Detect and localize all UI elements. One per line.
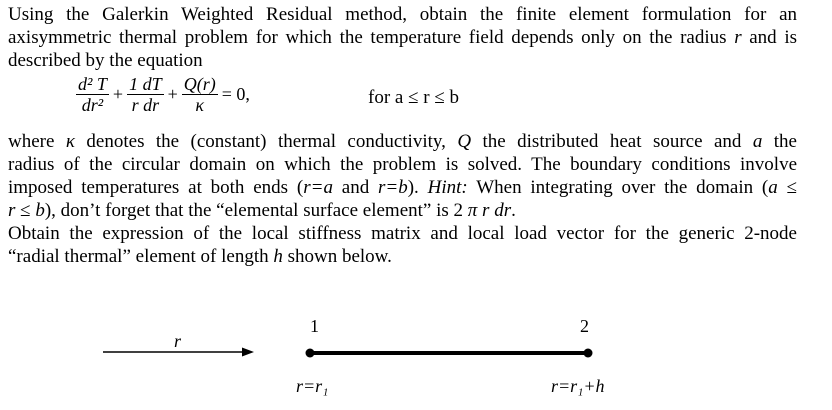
equation-rhs: = 0, [221,84,250,104]
position-label: r=r₁ [296,376,329,396]
text: “radial thermal” element of length [8,246,274,267]
text-line: described by the equation [8,49,797,72]
position-label: r=r₁+h [551,376,605,396]
text: radius of the circular domain on which t… [8,154,797,175]
axis-label: r [174,331,182,351]
arrow-head [242,347,254,357]
text: where [8,131,66,152]
operator: + [112,84,124,104]
text-line: Using the Galerkin Weighted Residual met… [8,3,797,26]
text: a [752,131,763,152]
text: ), don’t forget that the “elemental surf… [44,200,468,221]
text: Hint: [427,177,468,198]
node-label: 1 [310,316,319,336]
denominator: dr² [81,95,104,115]
text: the distributed heat source and [471,131,753,152]
text: denotes the (constant) thermal conductiv… [74,131,458,152]
operator: + [167,84,178,104]
text: When integrating over the domain ( [467,177,769,198]
text: axisymmetric thermal problem for which t… [8,27,735,48]
text-line: where κ denotes the (constant) thermal c… [8,130,797,153]
node [583,348,593,358]
text: . [511,200,516,221]
text: Using the Galerkin Weighted Residual met… [8,4,797,25]
text: π r dr [467,200,512,221]
text: b [35,200,45,221]
text-line: r ≤ b), don’t forget that the “elemental… [8,199,797,222]
text: r=a [303,177,333,198]
numerator: d² T [76,74,109,95]
text: shown below. [282,246,392,267]
node-label: 2 [580,316,589,336]
fraction: 1 dT r dr [127,74,164,115]
fraction: Q(r) κ [181,74,218,115]
numerator: 1 dT [127,74,164,95]
text: imposed temperatures at both ends ( [8,177,304,198]
text: Obtain the expression of the local stiff… [8,223,797,244]
text: and [332,177,379,198]
denominator: r dr [131,95,160,115]
text-line: axisymmetric thermal problem for which t… [8,26,797,49]
text: described by the equation [8,50,203,71]
text: ≤ [15,200,36,221]
text: h [273,246,283,267]
text-line: “radial thermal” element of length h sho… [8,245,797,268]
node [305,348,315,358]
text: a [768,177,778,198]
text: r=b [378,177,408,198]
equation-domain: for a ≤ r ≤ b [368,87,460,108]
numerator: Q(r) [181,74,218,95]
text-line: Obtain the expression of the local stiff… [8,222,797,245]
text-line: radius of the circular domain on which t… [8,153,797,176]
text: ≤ [777,177,798,198]
text: Q [457,131,472,152]
text: κ [65,131,75,152]
text: r [8,200,16,221]
text: ). [407,177,428,198]
text-line: imposed temperatures at both ends (r=a a… [8,176,797,199]
text: and is [741,27,797,48]
text: the [762,131,797,152]
denominator: κ [195,95,205,115]
text: r [734,27,742,48]
